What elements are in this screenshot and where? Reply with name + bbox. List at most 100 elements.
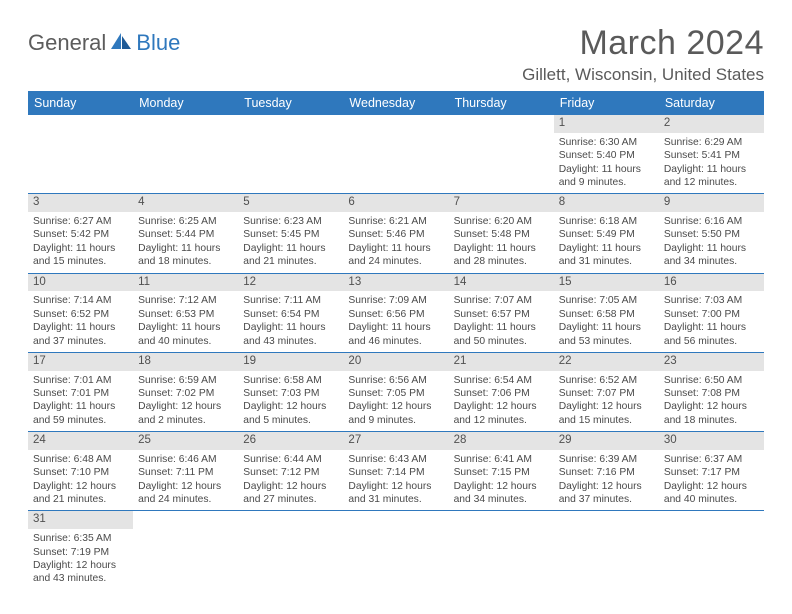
day-details: Sunrise: 7:07 AMSunset: 6:57 PMDaylight:… bbox=[449, 291, 554, 352]
day-cell bbox=[343, 115, 448, 194]
daylight-text: Daylight: 11 hours and 43 minutes. bbox=[243, 321, 338, 348]
day-number: 25 bbox=[133, 432, 238, 450]
day-details: Sunrise: 6:56 AMSunset: 7:05 PMDaylight:… bbox=[343, 371, 448, 432]
sunset-text: Sunset: 7:00 PM bbox=[664, 308, 759, 321]
weekday-monday: Monday bbox=[133, 91, 238, 115]
sunrise-text: Sunrise: 6:23 AM bbox=[243, 215, 338, 228]
daylight-text: Daylight: 11 hours and 46 minutes. bbox=[348, 321, 443, 348]
day-number: 23 bbox=[659, 353, 764, 371]
sunset-text: Sunset: 7:02 PM bbox=[138, 387, 233, 400]
day-cell: 10Sunrise: 7:14 AMSunset: 6:52 PMDayligh… bbox=[28, 273, 133, 352]
daylight-text: Daylight: 12 hours and 34 minutes. bbox=[454, 480, 549, 507]
sunrise-text: Sunrise: 6:21 AM bbox=[348, 215, 443, 228]
sunrise-text: Sunrise: 6:18 AM bbox=[559, 215, 654, 228]
sunset-text: Sunset: 6:54 PM bbox=[243, 308, 338, 321]
day-number: 10 bbox=[28, 274, 133, 292]
day-number: 30 bbox=[659, 432, 764, 450]
day-number: 9 bbox=[659, 194, 764, 212]
week-row: 24Sunrise: 6:48 AMSunset: 7:10 PMDayligh… bbox=[28, 432, 764, 511]
day-number: 11 bbox=[133, 274, 238, 292]
sunrise-text: Sunrise: 7:01 AM bbox=[33, 374, 128, 387]
day-number: 20 bbox=[343, 353, 448, 371]
sunrise-text: Sunrise: 6:25 AM bbox=[138, 215, 233, 228]
day-details: Sunrise: 6:46 AMSunset: 7:11 PMDaylight:… bbox=[133, 450, 238, 511]
day-details: Sunrise: 6:30 AMSunset: 5:40 PMDaylight:… bbox=[554, 133, 659, 194]
daylight-text: Daylight: 12 hours and 5 minutes. bbox=[243, 400, 338, 427]
header: General Blue March 2024 Gillett, Wiscons… bbox=[28, 24, 764, 85]
daylight-text: Daylight: 12 hours and 18 minutes. bbox=[664, 400, 759, 427]
sunset-text: Sunset: 7:06 PM bbox=[454, 387, 549, 400]
sunset-text: Sunset: 6:57 PM bbox=[454, 308, 549, 321]
sunset-text: Sunset: 7:17 PM bbox=[664, 466, 759, 479]
day-details: Sunrise: 6:21 AMSunset: 5:46 PMDaylight:… bbox=[343, 212, 448, 273]
day-number: 15 bbox=[554, 274, 659, 292]
day-number: 18 bbox=[133, 353, 238, 371]
sunset-text: Sunset: 5:42 PM bbox=[33, 228, 128, 241]
daylight-text: Daylight: 11 hours and 50 minutes. bbox=[454, 321, 549, 348]
sunrise-text: Sunrise: 6:29 AM bbox=[664, 136, 759, 149]
day-cell: 9Sunrise: 6:16 AMSunset: 5:50 PMDaylight… bbox=[659, 194, 764, 273]
sunrise-text: Sunrise: 6:35 AM bbox=[33, 532, 128, 545]
sunset-text: Sunset: 7:08 PM bbox=[664, 387, 759, 400]
sunrise-text: Sunrise: 7:09 AM bbox=[348, 294, 443, 307]
day-cell: 31Sunrise: 6:35 AMSunset: 7:19 PMDayligh… bbox=[28, 511, 133, 590]
sunrise-text: Sunrise: 6:54 AM bbox=[454, 374, 549, 387]
day-cell: 11Sunrise: 7:12 AMSunset: 6:53 PMDayligh… bbox=[133, 273, 238, 352]
day-number: 13 bbox=[343, 274, 448, 292]
day-cell bbox=[554, 511, 659, 590]
day-details: Sunrise: 6:58 AMSunset: 7:03 PMDaylight:… bbox=[238, 371, 343, 432]
sunset-text: Sunset: 7:16 PM bbox=[559, 466, 654, 479]
day-cell: 12Sunrise: 7:11 AMSunset: 6:54 PMDayligh… bbox=[238, 273, 343, 352]
day-number: 19 bbox=[238, 353, 343, 371]
sunset-text: Sunset: 5:41 PM bbox=[664, 149, 759, 162]
day-cell bbox=[133, 511, 238, 590]
day-cell: 21Sunrise: 6:54 AMSunset: 7:06 PMDayligh… bbox=[449, 352, 554, 431]
day-cell: 29Sunrise: 6:39 AMSunset: 7:16 PMDayligh… bbox=[554, 432, 659, 511]
day-cell: 24Sunrise: 6:48 AMSunset: 7:10 PMDayligh… bbox=[28, 432, 133, 511]
sunset-text: Sunset: 7:14 PM bbox=[348, 466, 443, 479]
sunrise-text: Sunrise: 6:30 AM bbox=[559, 136, 654, 149]
sunrise-text: Sunrise: 6:48 AM bbox=[33, 453, 128, 466]
day-details: Sunrise: 6:50 AMSunset: 7:08 PMDaylight:… bbox=[659, 371, 764, 432]
day-number: 6 bbox=[343, 194, 448, 212]
sunset-text: Sunset: 7:05 PM bbox=[348, 387, 443, 400]
sunset-text: Sunset: 5:49 PM bbox=[559, 228, 654, 241]
sunset-text: Sunset: 5:46 PM bbox=[348, 228, 443, 241]
sunrise-text: Sunrise: 7:12 AM bbox=[138, 294, 233, 307]
sunset-text: Sunset: 5:48 PM bbox=[454, 228, 549, 241]
sunrise-text: Sunrise: 6:59 AM bbox=[138, 374, 233, 387]
sunrise-text: Sunrise: 7:11 AM bbox=[243, 294, 338, 307]
day-details: Sunrise: 7:03 AMSunset: 7:00 PMDaylight:… bbox=[659, 291, 764, 352]
day-cell: 4Sunrise: 6:25 AMSunset: 5:44 PMDaylight… bbox=[133, 194, 238, 273]
day-number: 21 bbox=[449, 353, 554, 371]
day-number: 16 bbox=[659, 274, 764, 292]
daylight-text: Daylight: 11 hours and 15 minutes. bbox=[33, 242, 128, 269]
sunset-text: Sunset: 7:03 PM bbox=[243, 387, 338, 400]
day-details: Sunrise: 6:27 AMSunset: 5:42 PMDaylight:… bbox=[28, 212, 133, 273]
sunrise-text: Sunrise: 7:14 AM bbox=[33, 294, 128, 307]
weekday-sunday: Sunday bbox=[28, 91, 133, 115]
day-cell bbox=[28, 115, 133, 194]
day-cell: 25Sunrise: 6:46 AMSunset: 7:11 PMDayligh… bbox=[133, 432, 238, 511]
sunrise-text: Sunrise: 7:05 AM bbox=[559, 294, 654, 307]
daylight-text: Daylight: 11 hours and 53 minutes. bbox=[559, 321, 654, 348]
day-cell: 3Sunrise: 6:27 AMSunset: 5:42 PMDaylight… bbox=[28, 194, 133, 273]
daylight-text: Daylight: 12 hours and 9 minutes. bbox=[348, 400, 443, 427]
day-cell: 23Sunrise: 6:50 AMSunset: 7:08 PMDayligh… bbox=[659, 352, 764, 431]
sunrise-text: Sunrise: 6:46 AM bbox=[138, 453, 233, 466]
sunset-text: Sunset: 7:12 PM bbox=[243, 466, 338, 479]
day-details: Sunrise: 6:25 AMSunset: 5:44 PMDaylight:… bbox=[133, 212, 238, 273]
daylight-text: Daylight: 12 hours and 43 minutes. bbox=[33, 559, 128, 586]
sunrise-text: Sunrise: 6:20 AM bbox=[454, 215, 549, 228]
sunset-text: Sunset: 6:58 PM bbox=[559, 308, 654, 321]
sunset-text: Sunset: 5:45 PM bbox=[243, 228, 338, 241]
daylight-text: Daylight: 12 hours and 21 minutes. bbox=[33, 480, 128, 507]
day-details: Sunrise: 7:05 AMSunset: 6:58 PMDaylight:… bbox=[554, 291, 659, 352]
sunrise-text: Sunrise: 6:44 AM bbox=[243, 453, 338, 466]
sail-icon bbox=[109, 31, 133, 56]
daylight-text: Daylight: 11 hours and 12 minutes. bbox=[664, 163, 759, 190]
daylight-text: Daylight: 11 hours and 21 minutes. bbox=[243, 242, 338, 269]
day-details: Sunrise: 6:39 AMSunset: 7:16 PMDaylight:… bbox=[554, 450, 659, 511]
day-number: 7 bbox=[449, 194, 554, 212]
day-number: 3 bbox=[28, 194, 133, 212]
